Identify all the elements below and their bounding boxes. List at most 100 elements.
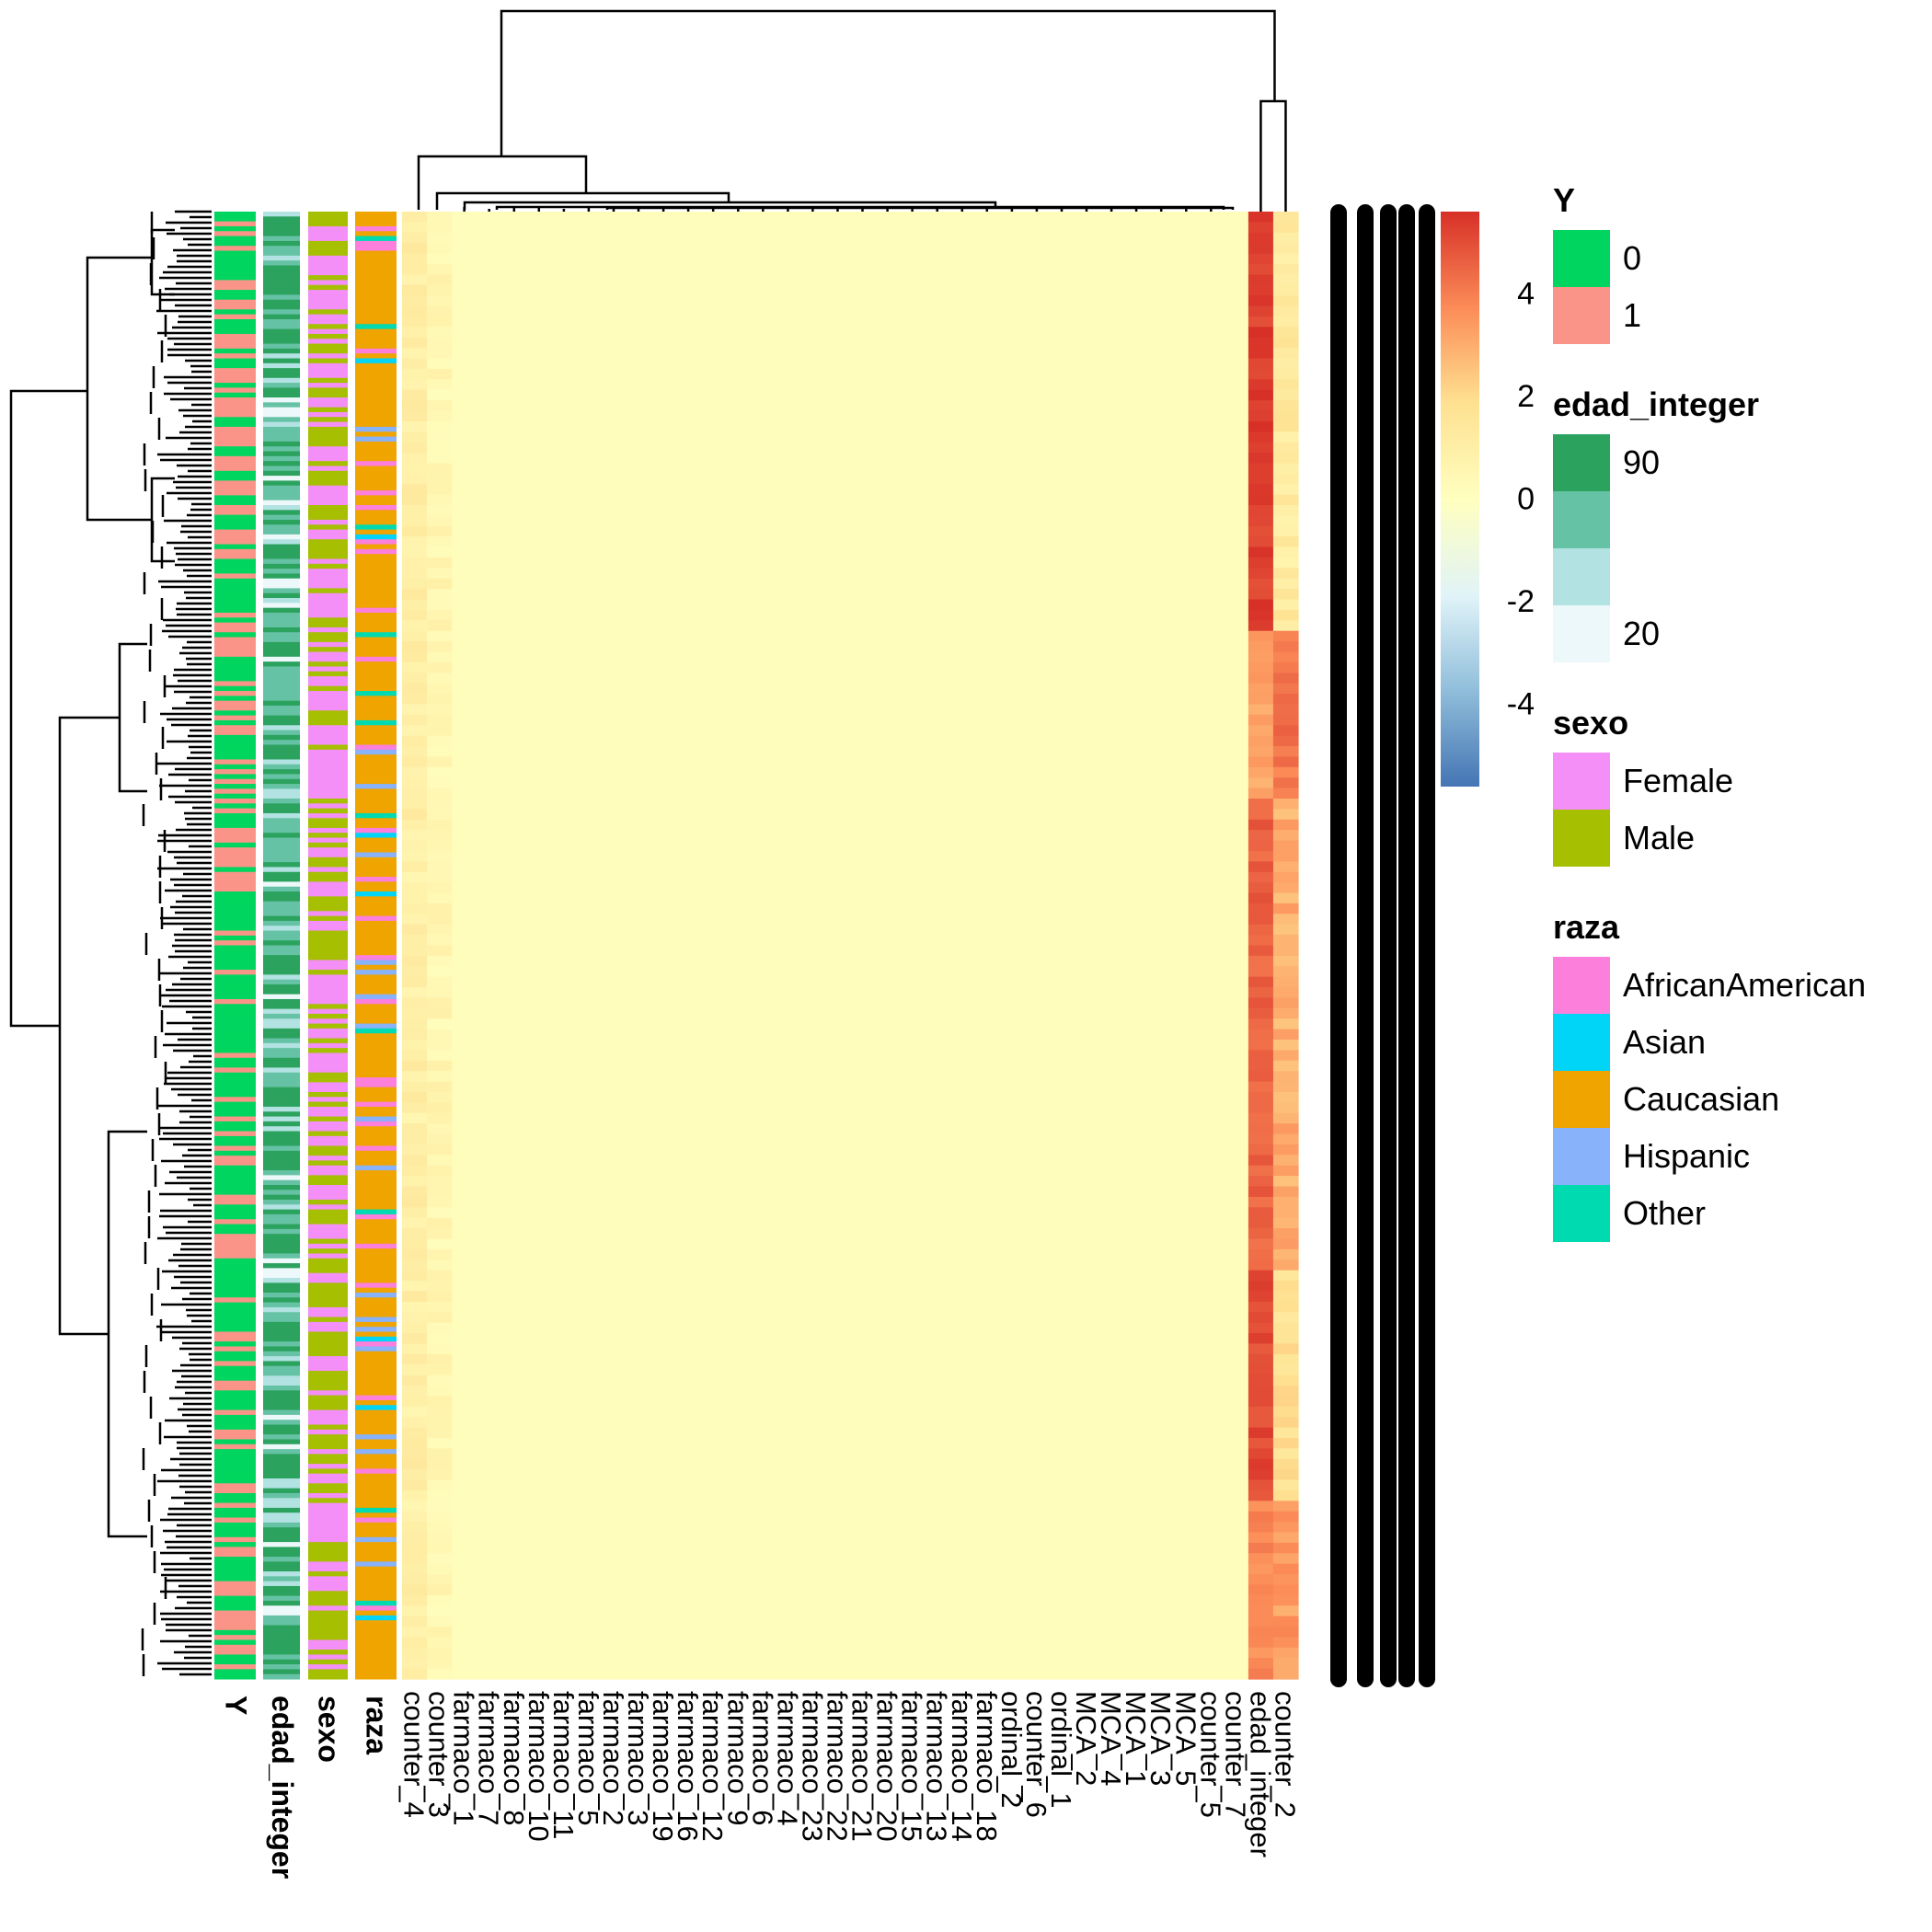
heatmap-cell	[949, 1437, 975, 1449]
heatmap-cell	[949, 1448, 975, 1460]
heatmap-cell	[551, 987, 577, 999]
heatmap-cell	[551, 903, 577, 914]
annotation-cell	[355, 500, 397, 506]
heatmap-cell	[700, 1396, 727, 1408]
annotation-cell	[308, 583, 348, 589]
annotation-cell	[263, 362, 300, 369]
heatmap-cell	[576, 1343, 603, 1355]
heatmap-cell	[900, 1522, 926, 1534]
heatmap-cell	[427, 766, 453, 778]
heatmap-cell	[477, 1165, 502, 1177]
heatmap-cell	[452, 1479, 477, 1491]
heatmap-cell	[775, 704, 801, 716]
heatmap-cell	[452, 453, 477, 465]
heatmap-cell	[626, 882, 652, 894]
heatmap-cell	[551, 222, 577, 234]
heatmap-cell	[700, 903, 727, 914]
heatmap-cell	[700, 295, 727, 307]
heatmap-cell	[650, 1511, 677, 1523]
heatmap-cell	[925, 976, 950, 988]
heatmap-cell	[875, 1301, 901, 1313]
heatmap-cell	[900, 945, 926, 957]
heatmap-cell	[551, 1553, 577, 1565]
dendrogram-link	[417, 155, 588, 210]
annotation-cell	[263, 485, 300, 491]
annotation-cell	[214, 1042, 256, 1049]
heatmap-cell	[551, 295, 577, 307]
heatmap-cell	[576, 337, 603, 349]
heatmap-cell	[900, 861, 926, 873]
heatmap-cell	[526, 1333, 552, 1345]
heatmap-cell	[799, 515, 826, 527]
heatmap-cell	[850, 1102, 876, 1114]
heatmap-cell	[824, 1071, 851, 1083]
heatmap-cell	[925, 1092, 950, 1103]
heatmap-cell	[900, 1627, 926, 1639]
heatmap-cell	[626, 295, 652, 307]
heatmap-cell	[775, 389, 801, 401]
heatmap-cell	[900, 1102, 926, 1114]
heatmap-cell	[700, 673, 727, 684]
heatmap-cell	[824, 368, 851, 380]
heatmap-cell	[949, 1281, 975, 1293]
annotation-cell	[214, 696, 256, 702]
annotation-cell	[214, 314, 256, 320]
annotation-cell	[263, 495, 300, 501]
heatmap-cell	[900, 515, 926, 527]
heatmap-cell	[750, 819, 776, 831]
heatmap-cell	[824, 840, 851, 852]
heatmap-cell	[526, 379, 552, 391]
heatmap-cell	[402, 263, 428, 275]
annotation-cell	[214, 455, 256, 462]
annotation-cell	[355, 1092, 397, 1098]
heatmap-cell	[675, 327, 702, 339]
heatmap-cell	[799, 830, 826, 842]
annotation-cell	[214, 1234, 256, 1239]
heatmap-cell	[725, 1333, 752, 1345]
heatmap-cell	[477, 1437, 502, 1449]
heatmap-cell	[626, 1092, 652, 1103]
heatmap-cell	[775, 295, 801, 307]
heatmap-cell	[576, 410, 603, 422]
heatmap-cell	[875, 1458, 901, 1470]
heatmap-cell	[526, 714, 552, 726]
heatmap-cell	[850, 1437, 876, 1449]
heatmap-cell	[477, 725, 502, 737]
annotation-cell	[214, 827, 256, 834]
heatmap-cell	[675, 914, 702, 926]
heatmap-cell	[725, 410, 752, 422]
heatmap-cell	[850, 1007, 876, 1019]
heatmap-cell	[501, 389, 527, 401]
heatmap-cell	[799, 1479, 826, 1491]
heatmap-cell	[402, 284, 428, 296]
annotation-cell	[263, 1268, 300, 1274]
heatmap-cell	[750, 1479, 776, 1491]
heatmap-cell	[501, 1155, 527, 1167]
annotation-cell	[214, 1048, 256, 1053]
heatmap-cell	[974, 1270, 1000, 1282]
heatmap-cell	[626, 453, 652, 465]
annotation-cell	[214, 1131, 256, 1137]
heatmap-cell	[427, 997, 453, 1009]
heatmap-cell	[850, 463, 876, 475]
heatmap-cell	[477, 1228, 502, 1240]
heatmap-cell	[601, 358, 627, 370]
heatmap-cell	[402, 327, 428, 339]
heatmap-cell	[477, 966, 502, 978]
heatmap-cell	[824, 1594, 851, 1606]
heatmap-cell	[675, 589, 702, 601]
heatmap-cell	[725, 295, 752, 307]
annotation-cell	[263, 979, 300, 985]
annotation-cell	[308, 1135, 348, 1142]
heatmap-cell	[925, 1291, 950, 1303]
heatmap-cell	[925, 673, 950, 684]
heatmap-cell	[402, 809, 428, 821]
annotation-cell	[214, 1585, 256, 1592]
heatmap-cell	[526, 694, 552, 706]
heatmap-cell	[501, 1542, 527, 1554]
heatmap-cell	[949, 546, 975, 558]
annotation-cell	[308, 246, 348, 252]
annotation-cell	[214, 1517, 256, 1524]
heatmap-cell	[875, 1343, 901, 1355]
heatmap-cell	[700, 327, 727, 339]
